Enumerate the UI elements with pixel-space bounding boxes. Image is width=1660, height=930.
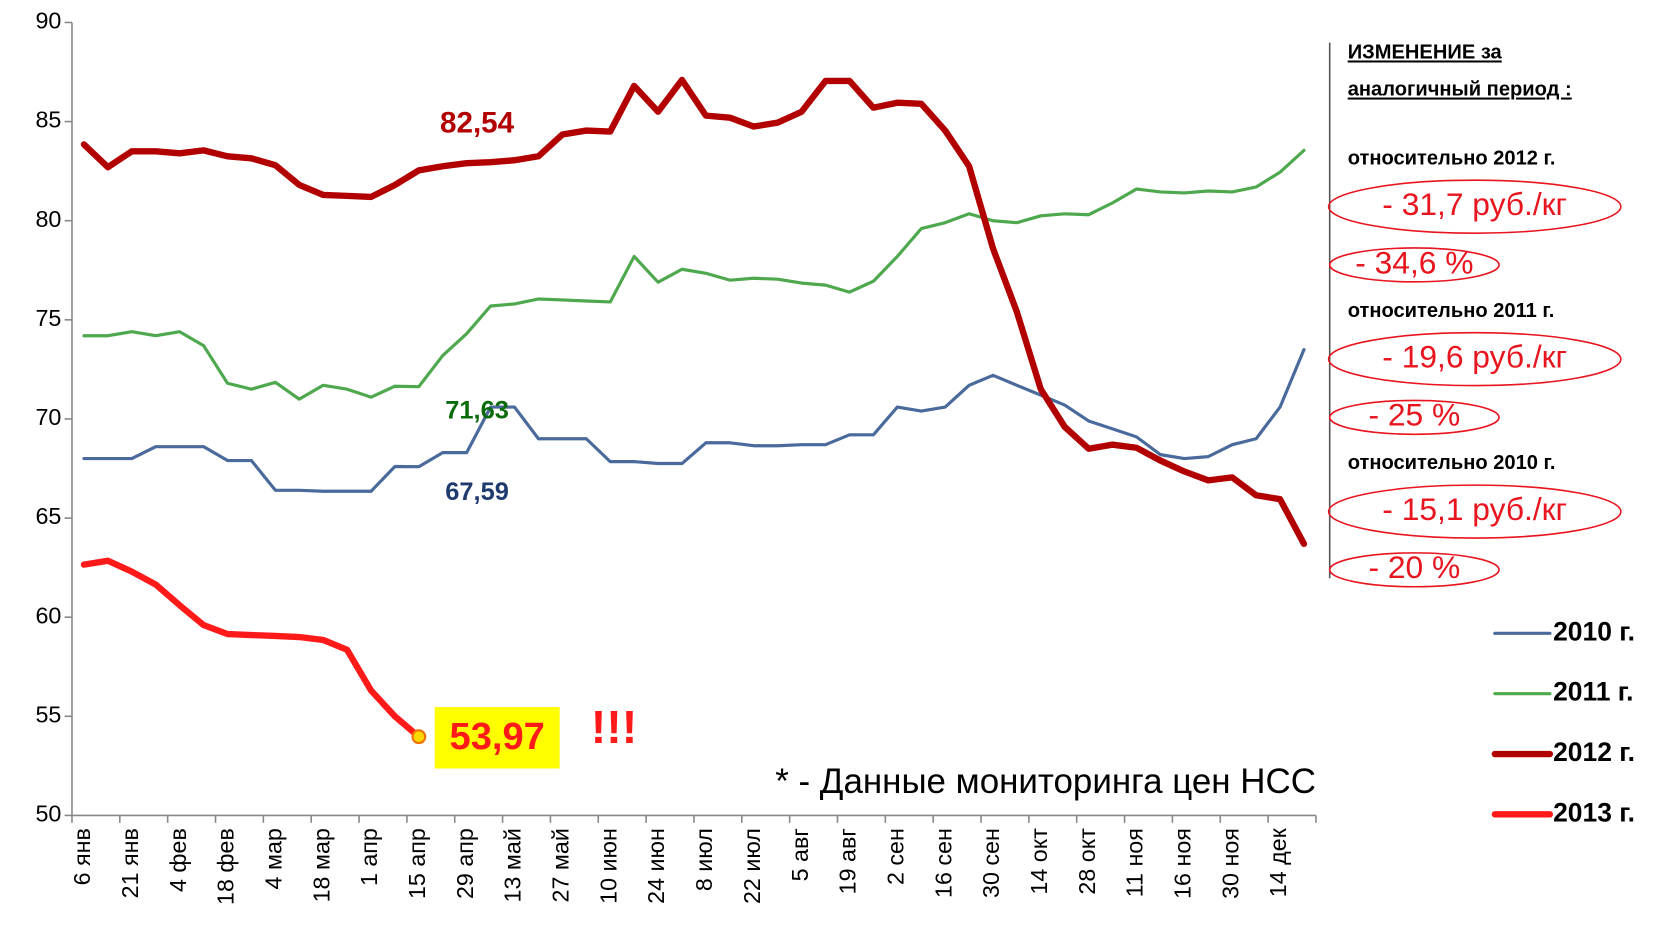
legend-label: 2011 г. xyxy=(1553,677,1633,707)
x-tick-label: 18 фев xyxy=(213,828,239,905)
x-tick-label: 1 апр xyxy=(356,828,382,886)
series-line xyxy=(82,148,1306,401)
change-pct: - 20 % xyxy=(1369,549,1461,585)
x-tick-label: 27 май xyxy=(548,828,574,902)
x-tick-label: 11 ноя xyxy=(1122,828,1148,897)
value-label: 53,97 xyxy=(450,716,545,758)
x-tick-label: 29 апр xyxy=(452,828,478,899)
y-tick-label: 65 xyxy=(35,503,61,529)
change-abs: - 15,1 руб./кг xyxy=(1382,491,1567,527)
exclamation: !!! xyxy=(591,701,638,753)
legend-label: 2010 г. xyxy=(1553,616,1635,646)
point-marker xyxy=(411,729,427,745)
x-tick-label: 8 июл xyxy=(691,828,717,891)
value-label: 67,59 xyxy=(445,478,509,506)
x-tick-label: 16 ноя xyxy=(1170,828,1196,899)
x-tick-label: 30 ноя xyxy=(1217,828,1243,899)
highlight-ellipse xyxy=(1327,484,1622,539)
panel-label: относительно 2012 г. xyxy=(1348,147,1556,169)
highlight-ellipse xyxy=(1328,399,1500,436)
x-tick-label: 4 фев xyxy=(165,828,191,892)
x-tick-label: 4 мар xyxy=(260,828,286,889)
x-tick-label: 13 май xyxy=(500,828,526,902)
change-pct: - 25 % xyxy=(1369,397,1461,433)
highlight-ellipse xyxy=(1327,179,1622,234)
x-tick-label: 22 июл xyxy=(739,828,765,904)
panel-label: относительно 2010 г. xyxy=(1348,452,1556,474)
highlight-ellipse xyxy=(1328,552,1500,588)
y-tick-label: 80 xyxy=(35,206,61,232)
x-tick-label: 24 июн xyxy=(643,828,669,904)
y-tick-label: 85 xyxy=(35,107,61,133)
x-tick-label: 14 дек xyxy=(1265,827,1291,897)
x-tick-label: 10 июн xyxy=(595,828,621,904)
panel-label: относительно 2011 г. xyxy=(1348,300,1555,322)
y-tick-label: 75 xyxy=(35,305,61,331)
change-pct: - 34,6 % xyxy=(1355,244,1473,280)
y-tick-label: 50 xyxy=(35,801,61,827)
x-tick-label: 21 янв xyxy=(117,828,143,898)
legend-label: 2013 г. xyxy=(1553,797,1635,827)
x-tick-label: 30 сен xyxy=(978,828,1004,898)
y-tick-label: 55 xyxy=(35,701,61,727)
label-box xyxy=(434,707,560,769)
x-tick-label: 16 сен xyxy=(930,828,956,898)
highlight-ellipse xyxy=(1327,331,1622,387)
highlight-ellipse xyxy=(1328,247,1500,283)
y-tick-label: 60 xyxy=(35,602,61,628)
series-line xyxy=(80,76,1308,548)
note: * - Данные мониторинга цен НСС xyxy=(775,762,1316,801)
series-line xyxy=(80,557,422,740)
x-tick-label: 14 окт xyxy=(1026,828,1052,895)
x-tick-label: 19 авг xyxy=(835,828,861,894)
x-tick-label: 2 сен xyxy=(882,828,908,885)
change-abs: - 31,7 руб./кг xyxy=(1382,186,1567,222)
y-tick-label: 70 xyxy=(35,404,61,430)
series-line xyxy=(82,348,1306,493)
x-tick-label: 15 апр xyxy=(404,828,430,899)
value-label: 82,54 xyxy=(440,107,515,140)
legend-label: 2012 г. xyxy=(1553,737,1635,767)
y-tick-label: 90 xyxy=(35,8,61,34)
panel-title: ИЗМЕНЕНИЕ за xyxy=(1348,41,1503,63)
change-abs: - 19,6 руб./кг xyxy=(1382,339,1567,375)
x-tick-label: 28 окт xyxy=(1074,828,1100,895)
value-label: 71,63 xyxy=(445,397,509,425)
panel-title: аналогичный период : xyxy=(1348,79,1572,101)
x-tick-label: 5 авг xyxy=(787,828,813,881)
x-tick-label: 18 мар xyxy=(308,828,334,902)
x-tick-label: 6 янв xyxy=(69,828,95,885)
